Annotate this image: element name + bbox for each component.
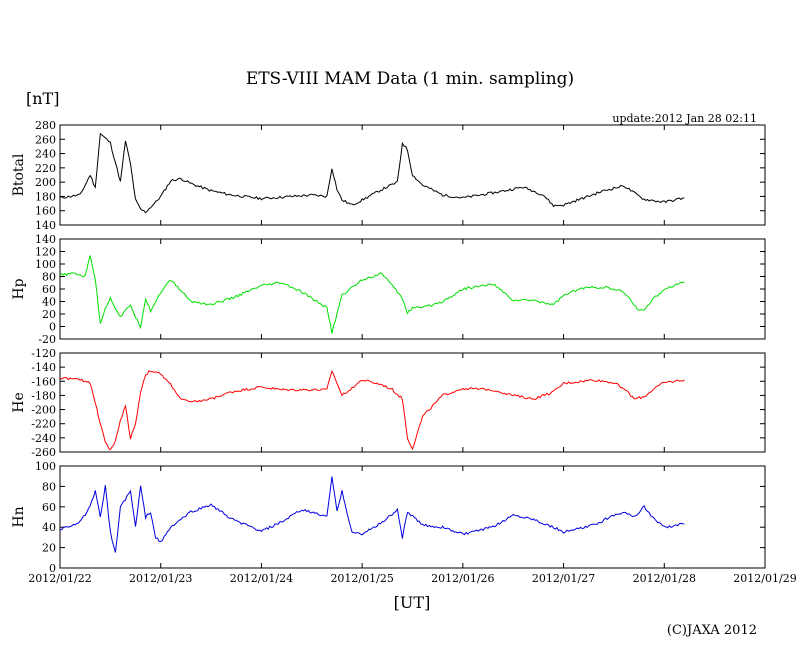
y-tick-label: -180 [31,389,56,402]
panels-group: 280260240220200180160140Btotal1401201008… [11,119,766,575]
copyright-text: (C)JAXA 2012 [667,623,757,638]
y-tick-label: -220 [31,418,56,431]
x-tick-label: 2012/01/26 [431,572,494,585]
panel-he: -120-140-160-180 -200-220-240-260 He [11,347,766,459]
chart-title: ETS-VIII MAM Data (1 min. sampling) [246,69,574,89]
x-axis-label: [UT] [394,593,431,612]
y-tick-label: 240 [35,148,56,161]
y-tick-label: 20 [42,542,56,555]
update-timestamp: update:2012 Jan 28 02:11 [612,112,757,125]
x-tick-label: 2012/01/27 [532,572,595,585]
x-tick-label: 2012/01/24 [230,572,293,585]
y-tick-label: -240 [31,432,56,445]
y-tick-label: -140 [31,361,56,374]
y-tick-label: 260 [35,133,56,146]
y-tick-label: 60 [42,283,56,296]
series-line-hp [59,255,685,334]
y-tick-label: 200 [35,176,56,189]
y-tick-label: 120 [35,246,56,259]
y-tick-label: -120 [31,347,56,360]
panel-frame [59,124,766,226]
x-tick-label: 2012/01/28 [633,572,696,585]
y-tick-label: 80 [42,271,56,284]
y-tick-label: 40 [42,521,56,534]
x-axis: 2012/01/22 2012/01/23 2012/01/24 2012/01/25… [28,572,796,585]
y-tick-label: 0 [49,321,56,334]
y-axis-label: Btotal [11,153,27,196]
y-tick-label: 80 [42,480,56,493]
y-axis-label: Hp [11,278,27,299]
y-tick-label: 220 [35,162,56,175]
panel-frame [59,465,766,569]
panel-hn: 100 80 60 40 20 0 Hn [11,460,766,575]
y-tick-label: -260 [31,446,56,459]
y-tick-label: 140 [35,233,56,246]
series-line-hn [59,476,685,553]
panel-frame [59,238,766,340]
y-tick-label: 280 [35,119,56,132]
y-tick-label: 60 [42,501,56,514]
y-tick-label: 100 [35,258,56,271]
y-tick-label: 180 [35,190,56,203]
y-tick-label: -20 [38,333,56,346]
x-tick-label: 2012/01/22 [28,572,91,585]
y-tick-label: 100 [35,460,56,473]
x-tick-label: 2012/01/25 [330,572,393,585]
y-tick-label: -160 [31,375,56,388]
y-tick-label: 140 [35,219,56,232]
y-tick-label: 40 [42,296,56,309]
y-tick-label: 160 [35,205,56,218]
y-tick-label: -200 [31,404,56,417]
series-line-btotal [59,132,685,214]
y-axis-label: He [11,392,27,413]
y-axis-label: Hn [11,506,27,527]
unit-label: [nT] [26,89,59,108]
x-tick-label: 2012/01/23 [129,572,192,585]
series-line-he [59,369,685,451]
x-tick-label: 2012/01/29 [733,572,796,585]
panel-frame [59,352,766,453]
y-tick-label: 0 [49,562,56,575]
y-tick-label: 20 [42,308,56,321]
